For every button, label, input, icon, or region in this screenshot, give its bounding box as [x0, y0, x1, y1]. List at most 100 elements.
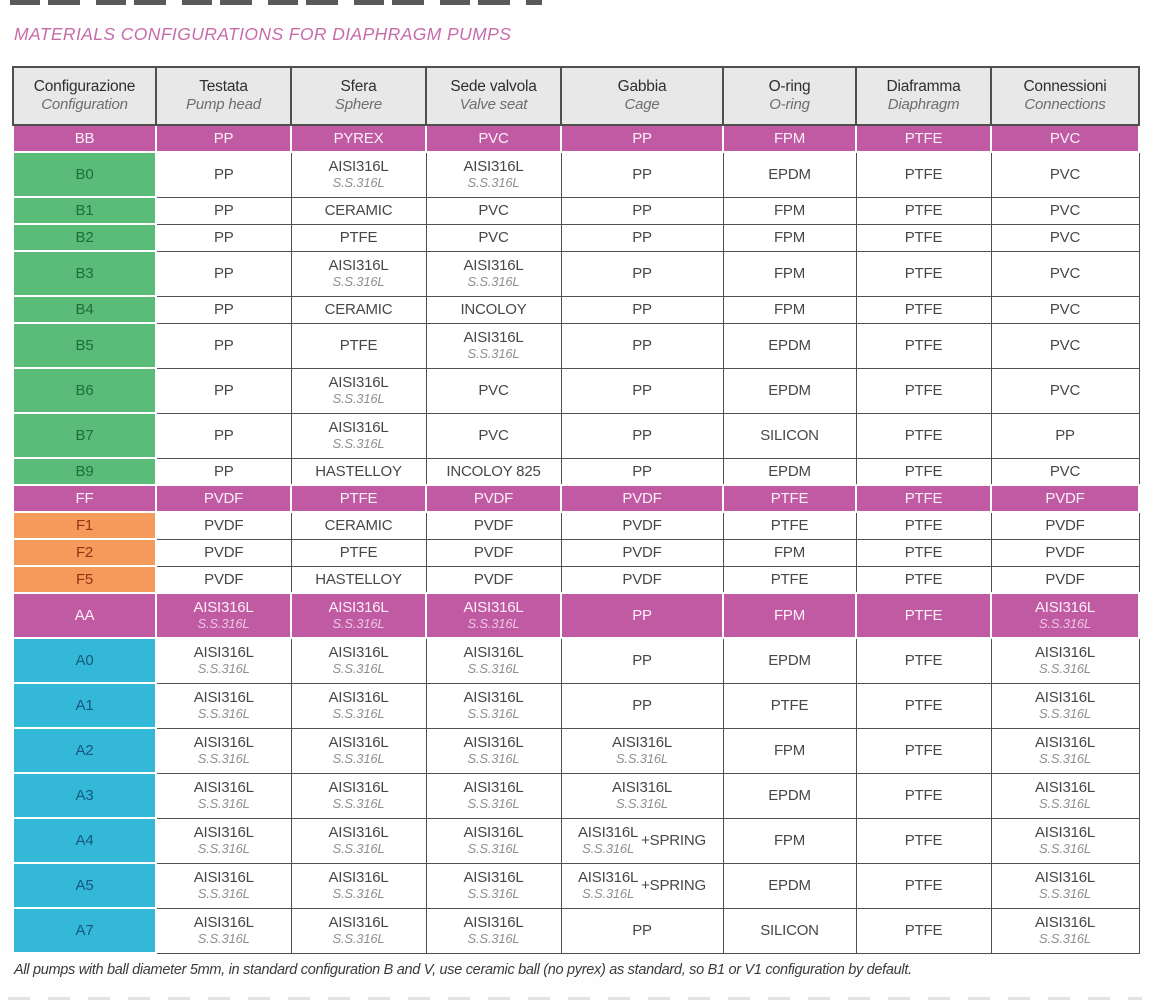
material-cell: PTFE	[290, 223, 427, 252]
material-cell: PVC	[425, 124, 562, 153]
material-cell: AISI316L S.S.316L	[425, 907, 562, 954]
material-cell: EPDM	[722, 322, 857, 369]
material-cell: AISI316L S.S.316L	[990, 727, 1140, 774]
material-cell: AISI316L S.S.316L	[155, 682, 292, 729]
table-row-b2: B2 PP PTFE PVC PP FPM PTFE PVC	[12, 223, 1140, 252]
material-cell: PP	[560, 196, 724, 225]
table-row-a2: A2 AISI316L S.S.316L AISI316L S.S.316L AISI31…	[12, 727, 1140, 774]
material-cell: PVC	[990, 322, 1140, 369]
material-cell: PTFE	[855, 457, 992, 486]
material-cell: AISI316L S.S.316L	[155, 637, 292, 684]
material-cell: AISI316L S.S.316L	[425, 322, 562, 369]
table-row-a7: A7 AISI316L S.S.316L AISI316L S.S.316L AISI31…	[12, 907, 1140, 954]
column-header-cage: Gabbia Cage	[560, 66, 724, 126]
config-code-cell: A7	[12, 907, 157, 954]
material-cell: PVDF	[425, 484, 562, 513]
material-cell: PTFE	[855, 682, 992, 729]
material-cell: CERAMIC	[290, 511, 427, 540]
material-cell: AISI316L S.S.316L	[425, 862, 562, 909]
material-cell: PTFE	[855, 322, 992, 369]
material-cell: PVDF	[425, 538, 562, 567]
material-cell: PVDF	[155, 565, 292, 594]
material-cell: AISI316L S.S.316L	[155, 907, 292, 954]
material-cell: PP	[560, 367, 724, 414]
table-row-b0: B0 PP AISI316L S.S.316L AISI316L S.S.316L PP EP…	[12, 151, 1140, 198]
material-cell: AISI316L S.S.316L	[990, 772, 1140, 819]
config-code-cell: B4	[12, 295, 157, 324]
material-cell: PYREX	[290, 124, 427, 153]
material-cell: PVC	[990, 223, 1140, 252]
material-cell: PTFE	[855, 124, 992, 153]
material-cell: AISI316L S.S.316L +SPRING	[560, 862, 724, 909]
material-cell: PTFE	[855, 907, 992, 954]
config-code-cell: B7	[12, 412, 157, 459]
material-cell: AISI316L S.S.316L	[290, 817, 427, 864]
column-header-o-ring: O-ring O-ring	[722, 66, 857, 126]
table-row-bb: BB PP PYREX PVC PP FPM PTFE PVC	[12, 124, 1140, 153]
material-cell: PP	[155, 250, 292, 297]
header-row: Configurazione Configuration Testata Pump h…	[12, 66, 1140, 126]
material-cell: PVC	[990, 457, 1140, 486]
material-cell: PVDF	[990, 511, 1140, 540]
material-cell: AISI316L S.S.316L	[290, 772, 427, 819]
table-row-ff: FF PVDF PTFE PVDF PVDF PTFE PTFE PVDF	[12, 484, 1140, 513]
footnote: All pumps with ball diameter 5mm, in sta…	[14, 962, 912, 978]
material-cell: FPM	[722, 295, 857, 324]
material-cell: PTFE	[290, 538, 427, 567]
material-cell: PVC	[990, 151, 1140, 198]
material-cell: FPM	[722, 592, 857, 639]
material-cell: PP	[560, 295, 724, 324]
table-row-a5: A5 AISI316L S.S.316L AISI316L S.S.316L AISI31…	[12, 862, 1140, 909]
material-cell: EPDM	[722, 457, 857, 486]
material-cell: EPDM	[722, 637, 857, 684]
material-cell: AISI316L S.S.316L	[290, 682, 427, 729]
config-code-cell: AA	[12, 592, 157, 639]
material-cell: AISI316L S.S.316L	[990, 592, 1140, 639]
column-header-valve-seat: Sede valvola Valve seat	[425, 66, 562, 126]
material-cell: PP	[155, 151, 292, 198]
config-code-cell: B5	[12, 322, 157, 369]
cropped-text-fragment	[10, 0, 542, 5]
material-cell: AISI316L S.S.316L	[290, 412, 427, 459]
material-cell: PVDF	[990, 538, 1140, 567]
table-row-b9: B9 PP HASTELLOY INCOLOY 825 PP EPDM PTFE PVC	[12, 457, 1140, 486]
material-cell: PVDF	[425, 565, 562, 594]
config-code-cell: F2	[12, 538, 157, 567]
material-cell: PVDF	[560, 565, 724, 594]
material-cell: HASTELLOY	[290, 565, 427, 594]
table-row-f5: F5 PVDF HASTELLOY PVDF PVDF PTFE PTFE PVDF	[12, 565, 1140, 594]
material-cell: AISI316L S.S.316L	[560, 772, 724, 819]
material-cell: AISI316L S.S.316L	[990, 637, 1140, 684]
column-header-diaphragm: Diaframma Diaphragm	[855, 66, 992, 126]
material-cell: HASTELLOY	[290, 457, 427, 486]
material-cell: PTFE	[855, 538, 992, 567]
material-cell: PTFE	[855, 196, 992, 225]
config-code-cell: BB	[12, 124, 157, 153]
material-cell: PP	[560, 412, 724, 459]
table-row-b5: B5 PP PTFE AISI316L S.S.316L PP EPDM PTFE PVC	[12, 322, 1140, 369]
config-code-cell: FF	[12, 484, 157, 513]
config-code-cell: A1	[12, 682, 157, 729]
material-cell: FPM	[722, 196, 857, 225]
material-cell: SILICON	[722, 907, 857, 954]
material-cell: AISI316L S.S.316L	[290, 250, 427, 297]
material-cell: PTFE	[855, 565, 992, 594]
table-row-b6: B6 PP AISI316L S.S.316L PVC PP EPDM PTFE PVC	[12, 367, 1140, 414]
config-code-cell: B2	[12, 223, 157, 252]
material-cell: CERAMIC	[290, 196, 427, 225]
material-cell: AISI316L S.S.316L	[155, 592, 292, 639]
column-header-configuration: Configurazione Configuration	[12, 66, 157, 126]
material-cell: AISI316L S.S.316L	[425, 592, 562, 639]
material-cell: PTFE	[855, 484, 992, 513]
material-cell: PVDF	[155, 538, 292, 567]
config-code-cell: F1	[12, 511, 157, 540]
material-cell: PVDF	[990, 484, 1140, 513]
material-cell: PP	[560, 637, 724, 684]
material-cell: CERAMIC	[290, 295, 427, 324]
material-cell: PVDF	[560, 511, 724, 540]
material-cell: AISI316L S.S.316L	[155, 772, 292, 819]
material-cell: PTFE	[855, 637, 992, 684]
material-cell: PTFE	[855, 511, 992, 540]
material-cell: INCOLOY	[425, 295, 562, 324]
material-cell: AISI316L S.S.316L	[290, 907, 427, 954]
